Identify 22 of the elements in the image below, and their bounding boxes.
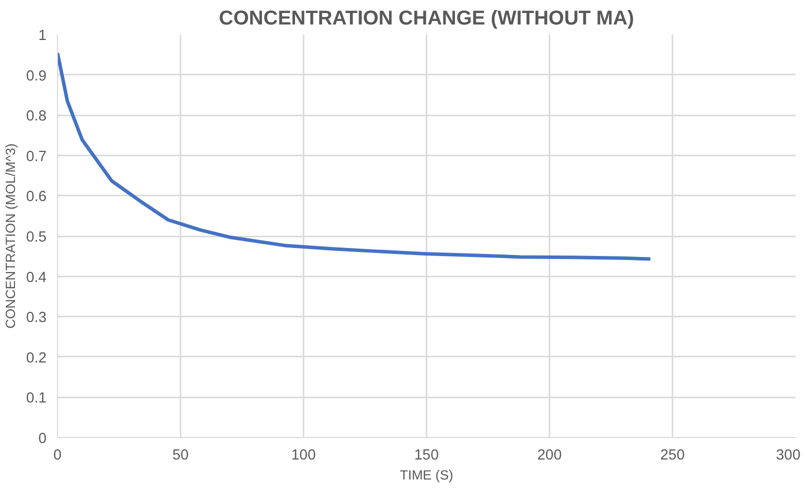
line-series: [58, 51, 652, 261]
y-tick-label: 0: [38, 431, 47, 447]
x-tick-label: 0: [53, 448, 62, 464]
y-tick-label: 0.6: [26, 189, 46, 206]
x-tick-label: 300: [776, 448, 801, 464]
x-axis-title: TIME (S): [400, 468, 454, 482]
x-tick-label: 100: [291, 448, 316, 464]
y-tick-label: 0.7: [26, 148, 46, 165]
y-tick-label: 0.2: [26, 350, 46, 366]
y-tick-label: 0.5: [26, 230, 46, 246]
chart-title: CONCENTRATION CHANGE (WITHOUT MA): [218, 8, 634, 30]
x-tick-label: 150: [414, 448, 439, 464]
y-tick-label: 0.8: [26, 108, 46, 125]
y-tick-label: 0.4: [26, 270, 46, 286]
y-axis-title: CONCENTRATION (MOL/M^3): [3, 143, 18, 329]
x-tick-label: 200: [537, 448, 562, 464]
y-tick-label: 0.3: [26, 310, 46, 326]
y-tick-label: 1: [38, 28, 47, 44]
x-tick-label: 250: [660, 448, 685, 464]
y-tick-label: 0.9: [26, 68, 46, 84]
x-tick-label: 50: [172, 448, 189, 464]
y-tick-label: 0.1: [26, 390, 46, 407]
